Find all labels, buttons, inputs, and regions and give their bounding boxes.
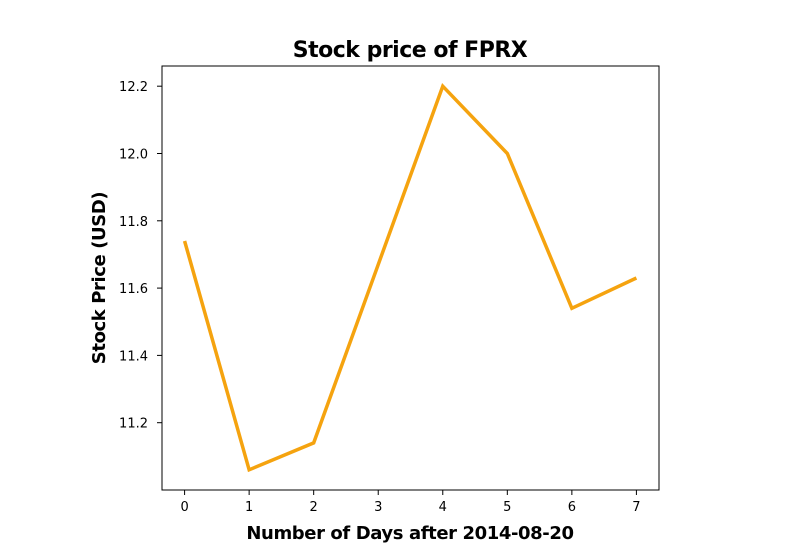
y-tick-label: 11.8 [119, 215, 148, 230]
x-tick-label: 2 [310, 500, 318, 515]
x-tick-label: 5 [503, 500, 511, 515]
y-tick-label: 11.2 [119, 417, 148, 432]
plot-area-frame [161, 65, 660, 491]
y-axis-title: Stock Price (USD) [89, 192, 110, 364]
x-axis-title: Number of Days after 2014-08-20 [246, 523, 573, 544]
x-tick-label: 6 [568, 500, 576, 515]
chart-title: Stock price of FPRX [293, 38, 528, 63]
x-tick-label: 3 [374, 500, 382, 515]
y-tick-label: 11.6 [119, 282, 148, 297]
x-tick-label: 0 [180, 500, 188, 515]
x-tick-label: 7 [632, 500, 640, 515]
series-line-0 [182, 82, 638, 473]
x-tick-label: 4 [439, 500, 447, 515]
y-tick-label: 11.4 [119, 349, 148, 364]
y-tick-label: 12.2 [119, 80, 148, 95]
y-tick-label: 12.0 [119, 147, 148, 162]
x-tick-label: 1 [245, 500, 253, 515]
